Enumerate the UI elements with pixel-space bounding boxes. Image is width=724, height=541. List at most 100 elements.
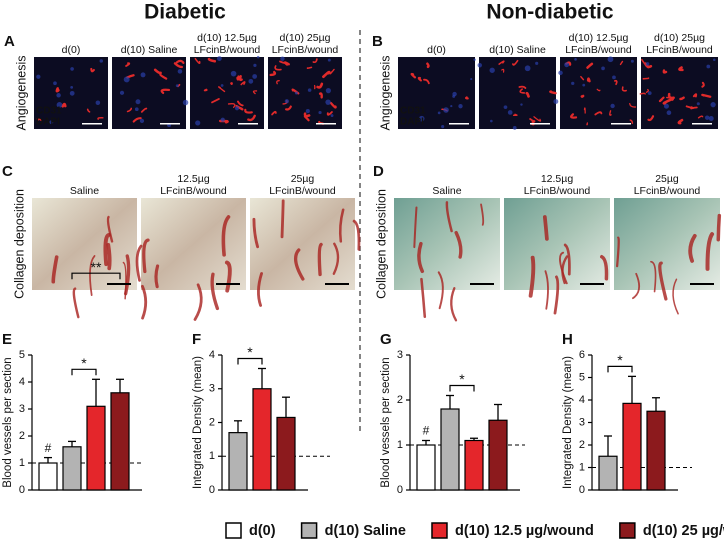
nucleus xyxy=(558,70,563,76)
nucleus xyxy=(177,69,183,74)
nucleus xyxy=(443,107,449,113)
image-label: d(10) 12.5µg xyxy=(569,32,629,44)
collagen xyxy=(542,215,549,241)
nucleus xyxy=(330,114,334,117)
panel-label: B xyxy=(372,33,383,50)
vessel xyxy=(533,116,542,122)
bar xyxy=(416,444,436,491)
collagen xyxy=(561,255,569,285)
vessel xyxy=(203,88,208,92)
scale-bar xyxy=(692,123,712,125)
image-label: LFcinB/wound xyxy=(194,44,261,56)
side-label: Angiogenesis xyxy=(14,55,28,130)
side-label: Collagen deposition xyxy=(12,189,26,299)
collagen xyxy=(716,213,722,242)
vessel xyxy=(173,62,184,69)
nucleus xyxy=(437,111,441,115)
y-tick-label: 1 xyxy=(397,439,403,451)
collagen xyxy=(154,264,160,289)
collagen xyxy=(135,244,143,282)
significance-bracket xyxy=(237,357,263,365)
vessel xyxy=(410,72,417,79)
collagen xyxy=(559,251,568,285)
vessel xyxy=(329,101,337,109)
nucleus xyxy=(195,120,201,126)
nucleus xyxy=(452,91,457,97)
chart-label: G xyxy=(380,331,392,348)
collagen xyxy=(141,284,148,320)
nucleus xyxy=(294,91,298,95)
y-tick-label: 4 xyxy=(579,394,585,406)
vessel xyxy=(417,76,422,82)
scale-bar xyxy=(82,123,102,125)
nucleus xyxy=(70,85,74,89)
histology xyxy=(504,198,610,290)
heading: Non-diabetic xyxy=(486,1,613,24)
nucleus xyxy=(99,59,103,63)
legend-swatch xyxy=(619,522,636,539)
bar xyxy=(38,462,58,491)
image-label: d(10) 25µg xyxy=(280,32,331,44)
image-label: LFcinB/wound xyxy=(160,185,227,197)
scale-bar xyxy=(238,123,258,125)
scale-bar xyxy=(216,283,240,285)
vessel xyxy=(252,90,258,95)
image-label: 12.5µg xyxy=(177,173,209,185)
micrograph xyxy=(479,57,556,129)
vessel xyxy=(629,103,637,108)
collagen xyxy=(106,242,112,271)
vessel xyxy=(583,107,586,114)
nucleus xyxy=(696,102,700,106)
nucleus xyxy=(253,63,257,67)
y-tick-label: 3 xyxy=(209,383,215,395)
bar xyxy=(488,419,508,491)
vessel xyxy=(236,100,244,107)
y-tick-label: 2 xyxy=(19,430,25,442)
chart-label: E xyxy=(2,331,12,348)
nucleus xyxy=(601,66,605,71)
nucleus xyxy=(248,78,254,84)
vessel xyxy=(276,80,280,85)
legend-label: d(0) xyxy=(249,523,276,539)
micrograph xyxy=(190,57,264,129)
y-tick-label: 1 xyxy=(209,450,215,462)
nucleus xyxy=(220,84,224,87)
significance-bracket xyxy=(607,365,633,373)
vessel xyxy=(36,117,43,122)
y-tick-label: 1 xyxy=(19,457,25,469)
significance-mark: * xyxy=(617,352,623,368)
collagen xyxy=(210,272,220,311)
vessel xyxy=(423,78,430,85)
collagen xyxy=(332,242,340,275)
bar xyxy=(228,432,248,491)
nucleus xyxy=(535,61,539,65)
vessel xyxy=(662,69,668,74)
significance-bracket xyxy=(71,368,97,376)
scale-bar xyxy=(470,283,494,285)
vessel xyxy=(160,88,171,94)
legend-label: d(10) Saline xyxy=(325,523,406,539)
nucleus xyxy=(139,118,145,123)
collagen xyxy=(650,260,657,293)
vessel xyxy=(519,88,526,94)
nucleus xyxy=(325,99,331,105)
nucleus xyxy=(607,56,614,63)
nucleus xyxy=(418,115,425,122)
vessel xyxy=(269,70,277,77)
significance-bracket xyxy=(71,272,121,280)
nucleus xyxy=(507,110,513,115)
histology xyxy=(32,198,137,290)
vessel xyxy=(639,92,646,95)
nucleus xyxy=(647,91,652,95)
scale-bar xyxy=(449,123,469,125)
collagen xyxy=(106,215,114,243)
nucleus xyxy=(69,90,75,96)
nucleus xyxy=(280,56,285,61)
y-tick-label: 0 xyxy=(19,484,25,496)
chart-label: H xyxy=(562,331,573,348)
y-axis-label: Integrated Density (mean) xyxy=(192,356,204,489)
bar xyxy=(276,416,296,491)
collagen xyxy=(338,208,345,243)
vessel xyxy=(61,102,67,108)
scale-bar xyxy=(316,123,336,125)
